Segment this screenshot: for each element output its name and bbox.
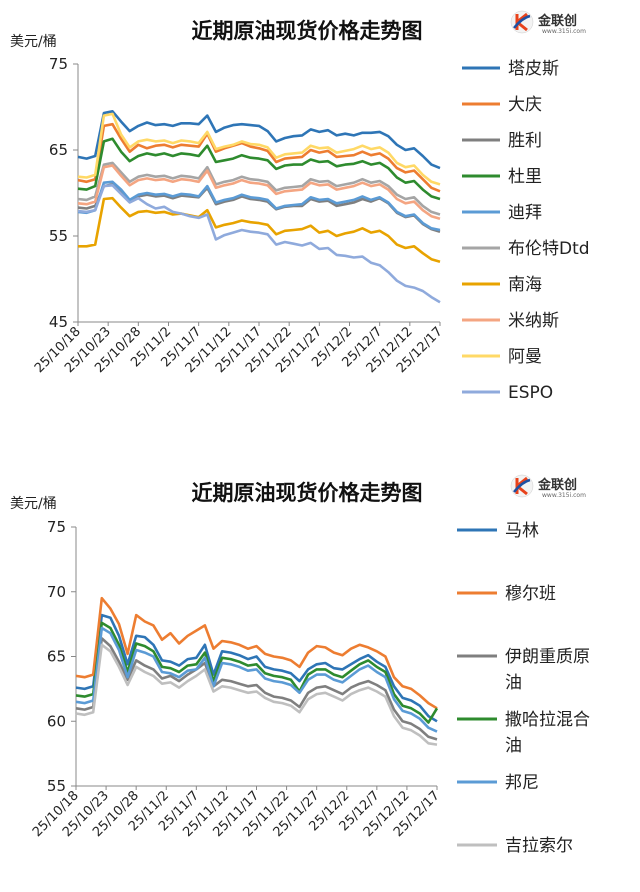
legend-label: 穆尔班 bbox=[505, 584, 556, 604]
y-tick-label: 60 bbox=[47, 712, 66, 730]
legend-item: 米纳斯 bbox=[462, 311, 559, 331]
legend-label: 塔皮斯 bbox=[508, 59, 559, 79]
series-line-8 bbox=[77, 164, 441, 221]
series-line-10 bbox=[77, 184, 441, 304]
y-tick-label: 65 bbox=[47, 648, 66, 666]
chart-1-ylabel: 美元/桶 bbox=[10, 34, 57, 50]
legend-label: 阿曼 bbox=[508, 347, 542, 367]
series-line-3 bbox=[77, 183, 441, 233]
logo-text: 金联创 bbox=[537, 13, 577, 29]
y-tick-label: 65 bbox=[49, 141, 68, 159]
logo-url: www.315i.com bbox=[542, 492, 586, 499]
legend-label: 大庆 bbox=[508, 95, 542, 115]
legend-label: 邦尼 bbox=[505, 773, 539, 793]
legend-label: ESPO bbox=[508, 383, 553, 403]
legend-item: 塔皮斯 bbox=[462, 59, 559, 79]
chart-1: 近期原油现货价格走势图 美元/桶 金联创 www.315i.com 45 55 65… bbox=[10, 10, 590, 403]
series-line-7 bbox=[78, 196, 441, 264]
series-line-3 bbox=[75, 637, 438, 741]
legend-label: 胜利 bbox=[508, 131, 542, 151]
legend-label-cont: 油 bbox=[505, 673, 522, 693]
y-tick-label: 45 bbox=[49, 313, 68, 331]
legend-item: 杜里 bbox=[462, 167, 542, 187]
legend-label: 米纳斯 bbox=[508, 311, 559, 331]
series-line-1 bbox=[75, 613, 438, 723]
series-line-4 bbox=[75, 621, 439, 724]
chart-1-title: 近期原油现货价格走势图 bbox=[192, 19, 423, 43]
chart-1-logo: 金联创 www.315i.com bbox=[510, 10, 586, 35]
logo-url: www.315i.com bbox=[542, 28, 586, 35]
series-line-4 bbox=[77, 137, 441, 201]
legend-item: 邦尼 bbox=[457, 773, 539, 793]
legend-label: 马林 bbox=[505, 521, 539, 541]
legend-label: 布伦特Dtd bbox=[508, 239, 590, 259]
chart-2-plot-area bbox=[75, 596, 439, 746]
legend-item: 穆尔班 bbox=[457, 584, 556, 604]
y-tick-label: 75 bbox=[49, 55, 68, 73]
series-line-5 bbox=[75, 626, 438, 733]
legend-label: 吉拉索尔 bbox=[505, 836, 573, 856]
series-line-9 bbox=[77, 112, 441, 186]
y-tick-label: 75 bbox=[47, 518, 66, 536]
legend-item: 大庆 bbox=[462, 95, 542, 115]
logo-swoosh-icon bbox=[513, 14, 531, 29]
series-line-5 bbox=[77, 180, 441, 232]
legend-item: 马林 bbox=[457, 521, 539, 541]
chart-2-logo: 金联创 www.315i.com bbox=[510, 474, 586, 499]
logo-mark-icon bbox=[510, 10, 534, 34]
chart-1-plot-area bbox=[77, 110, 441, 304]
chart-2-title: 近期原油现货价格走势图 bbox=[192, 481, 423, 505]
legend-item: 布伦特Dtd bbox=[462, 239, 590, 259]
chart-2-axes: 556065707525/10/1825/10/2325/10/2825/11/… bbox=[30, 518, 443, 840]
chart-2: 近期原油现货价格走势图 美元/桶 金联创 www.315i.com 55 60 65… bbox=[10, 474, 590, 856]
logo-mark-icon bbox=[510, 474, 534, 498]
chart-1-axes: 4555657525/10/1825/10/2325/10/2825/11/22… bbox=[32, 55, 446, 376]
legend-label: 杜里 bbox=[508, 167, 542, 187]
y-tick-label: 70 bbox=[47, 583, 66, 601]
series-line-6 bbox=[77, 161, 441, 216]
series-line-1 bbox=[77, 110, 441, 170]
legend-label: 迪拜 bbox=[508, 203, 542, 223]
legend-label-cont: 油 bbox=[505, 736, 522, 756]
y-tick-label: 55 bbox=[47, 777, 66, 795]
legend-item: ESPO bbox=[462, 383, 553, 403]
series-line-6 bbox=[75, 643, 438, 746]
series-line-2 bbox=[75, 596, 438, 710]
legend-label: 撒哈拉混合 bbox=[505, 710, 590, 730]
legend-item: 吉拉索尔 bbox=[457, 836, 573, 856]
legend-label: 南海 bbox=[508, 275, 542, 295]
y-tick-label: 55 bbox=[49, 227, 68, 245]
logo-swoosh-icon bbox=[513, 478, 531, 493]
chart-2-ylabel: 美元/桶 bbox=[10, 496, 57, 512]
legend-item: 阿曼 bbox=[462, 347, 542, 367]
legend-item: 南海 bbox=[462, 275, 542, 295]
logo-text: 金联创 bbox=[537, 477, 577, 493]
series-line-2 bbox=[77, 122, 441, 193]
legend-label: 伊朗重质原 bbox=[505, 647, 590, 667]
legend-item: 胜利 bbox=[462, 131, 542, 151]
legend-item: 迪拜 bbox=[462, 203, 542, 223]
